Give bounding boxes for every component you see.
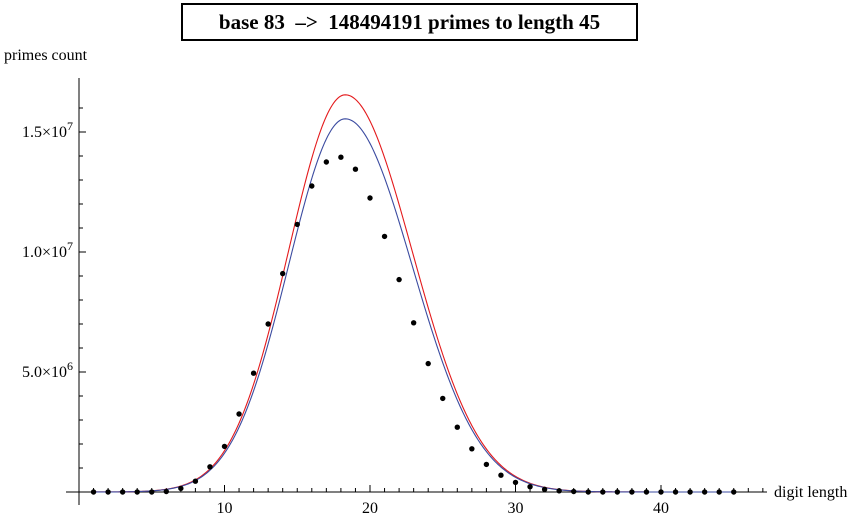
x-axis-label: digit length xyxy=(774,484,847,501)
data-point xyxy=(367,195,373,201)
data-point xyxy=(614,489,621,495)
data-point xyxy=(192,478,199,484)
data-point xyxy=(483,461,490,468)
y-tick-label: 5.0×106 xyxy=(22,359,73,381)
curve-line-2 xyxy=(93,118,734,493)
chart-title: base 83 –> 148494191 primes to length 45 xyxy=(181,3,638,41)
data-point xyxy=(556,488,562,494)
data-points xyxy=(90,154,737,495)
data-point xyxy=(498,472,504,478)
data-point xyxy=(323,159,330,165)
data-point xyxy=(134,489,140,495)
x-tick-label: 10 xyxy=(217,500,233,517)
data-point xyxy=(629,489,635,495)
data-point xyxy=(658,489,664,495)
data-point xyxy=(425,360,431,367)
data-point xyxy=(687,489,693,495)
data-point xyxy=(541,486,548,493)
x-tick-label: 30 xyxy=(508,500,524,517)
data-point xyxy=(221,443,228,450)
data-point xyxy=(731,489,737,495)
data-point xyxy=(600,489,606,495)
data-point xyxy=(149,489,155,495)
data-point xyxy=(207,464,213,470)
data-point xyxy=(512,479,519,486)
data-point xyxy=(410,320,417,326)
data-point xyxy=(527,484,533,490)
data-point xyxy=(585,489,591,495)
data-point xyxy=(469,446,475,452)
data-point xyxy=(381,233,388,240)
data-point xyxy=(280,270,286,277)
data-point xyxy=(119,489,126,495)
curves xyxy=(93,94,734,493)
data-point xyxy=(701,489,708,495)
y-tick-label: 1.0×107 xyxy=(22,239,73,261)
data-point xyxy=(236,411,242,417)
x-tick-label: 40 xyxy=(653,500,669,517)
data-point xyxy=(265,321,271,327)
data-point xyxy=(294,221,300,228)
data-point xyxy=(163,488,169,495)
data-point xyxy=(454,424,460,430)
data-point xyxy=(571,488,577,495)
data-point xyxy=(672,489,679,495)
data-point xyxy=(178,485,184,492)
x-tick-label: 20 xyxy=(362,500,378,517)
data-point xyxy=(309,183,315,189)
data-point xyxy=(396,276,402,283)
data-point xyxy=(105,489,111,495)
data-point xyxy=(338,154,344,160)
data-point xyxy=(643,489,650,495)
curve-line-1 xyxy=(93,94,734,493)
data-point xyxy=(352,166,359,172)
data-point xyxy=(90,489,97,495)
data-point xyxy=(716,489,722,495)
data-point xyxy=(250,370,257,376)
axes: 10 20 30 40 5.0×106 1.0×107 1.5×107 xyxy=(22,78,767,517)
y-tick-label: 1.5×107 xyxy=(22,119,73,141)
data-point xyxy=(440,395,446,402)
y-axis-label: primes count xyxy=(4,47,88,64)
